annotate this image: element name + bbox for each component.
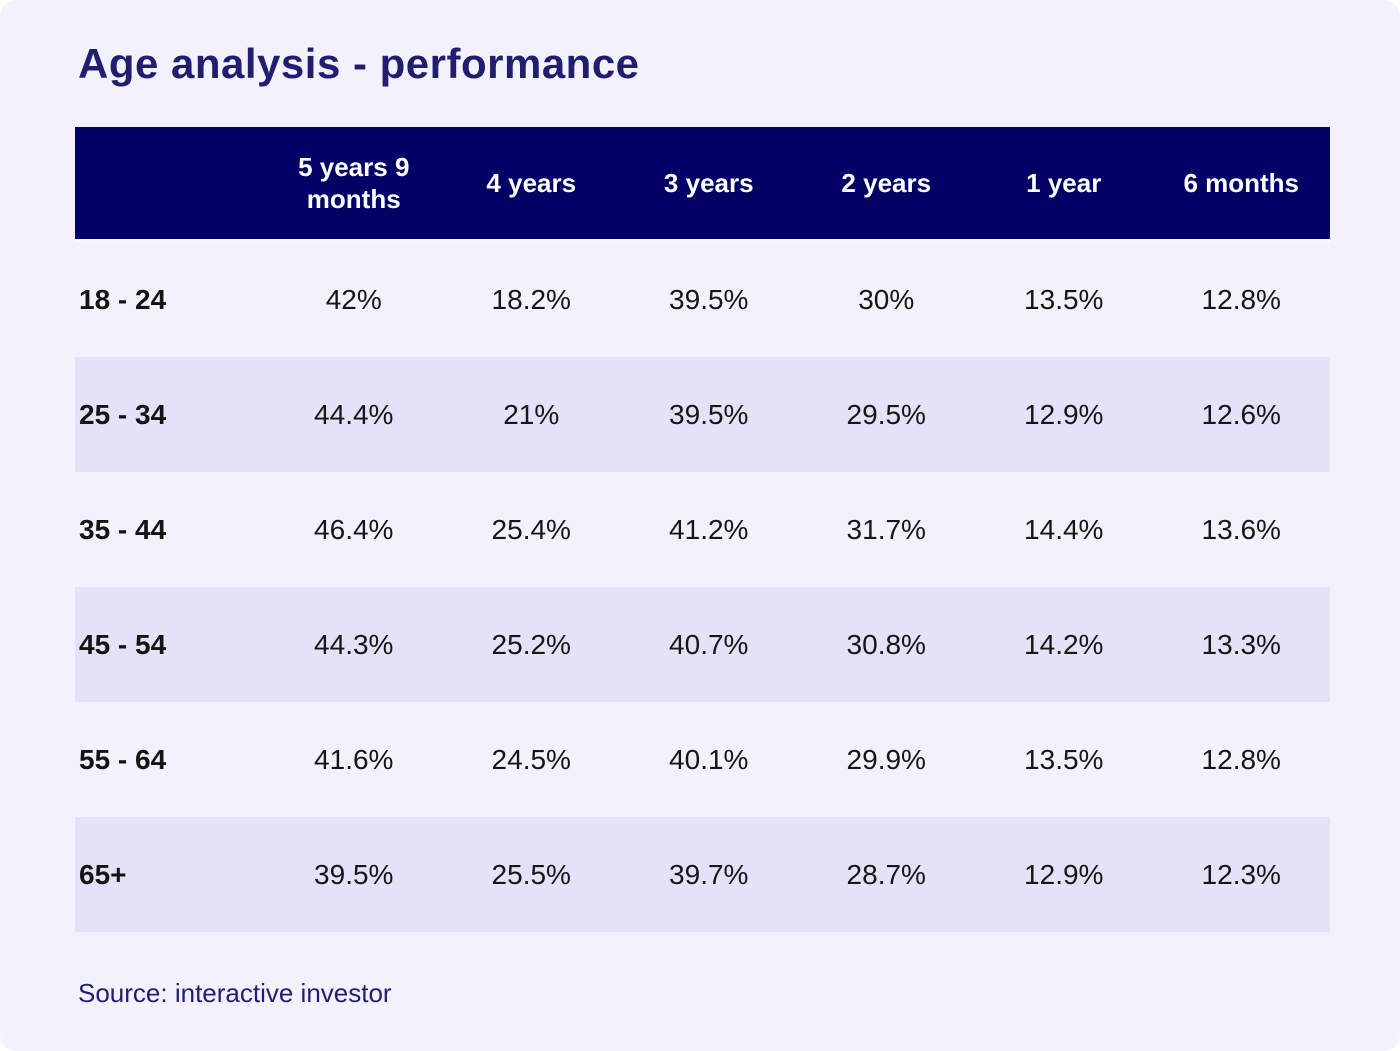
column-header: 2 years [841, 167, 932, 198]
source-note: Source: interactive investor [78, 978, 392, 1008]
value-cell: 13.5% [1024, 283, 1104, 315]
performance-table: 5 years 9 months 4 years 3 years 2 years 1 y… [75, 127, 1330, 932]
age-group-label: 65+ [79, 858, 127, 890]
table-row: 65+ 39.5% 25.5% 39.7% 28.7% 12.9% 12.3% [75, 817, 1330, 932]
value-cell: 30.8% [846, 628, 926, 660]
value-cell: 12.9% [1024, 858, 1104, 890]
value-cell: 14.4% [1024, 513, 1104, 545]
column-header: 3 years [663, 167, 754, 198]
value-cell: 28.7% [846, 858, 926, 890]
value-cell: 13.6% [1201, 513, 1281, 545]
value-cell: 14.2% [1024, 628, 1104, 660]
value-cell: 44.3% [314, 628, 394, 660]
corner-cell [75, 167, 265, 200]
value-cell: 18.2% [491, 283, 571, 315]
column-header: 4 years [486, 167, 577, 198]
value-cell: 29.5% [846, 398, 926, 430]
table-row: 55 - 64 41.6% 24.5% 40.1% 29.9% 13.5% 12.8% [75, 702, 1330, 817]
value-cell: 30% [858, 283, 915, 315]
value-cell: 41.6% [314, 743, 394, 775]
age-group-label: 45 - 54 [79, 628, 167, 660]
value-cell: 24.5% [491, 743, 571, 775]
value-cell: 12.8% [1201, 283, 1281, 315]
value-cell: 44.4% [314, 398, 394, 430]
value-cell: 21% [503, 398, 560, 430]
value-cell: 13.3% [1201, 628, 1281, 660]
value-cell: 25.4% [491, 513, 571, 545]
value-cell: 39.7% [669, 858, 749, 890]
table-row: 45 - 54 44.3% 25.2% 40.7% 30.8% 14.2% 13.3% [75, 587, 1330, 702]
value-cell: 39.5% [314, 858, 394, 890]
value-cell: 12.8% [1201, 743, 1281, 775]
value-cell: 39.5% [669, 398, 749, 430]
table-row: 25 - 34 44.4% 21% 39.5% 29.5% 12.9% 12.6% [75, 357, 1330, 472]
column-header: 6 months [1183, 167, 1300, 198]
value-cell: 12.9% [1024, 398, 1104, 430]
value-cell: 25.2% [491, 628, 571, 660]
value-cell: 41.2% [669, 513, 749, 545]
value-cell: 31.7% [846, 513, 926, 545]
column-header: 5 years 9 months [298, 151, 410, 215]
value-cell: 29.9% [846, 743, 926, 775]
age-group-label: 25 - 34 [79, 398, 167, 430]
value-cell: 40.7% [669, 628, 749, 660]
age-group-label: 55 - 64 [79, 743, 167, 775]
value-cell: 40.1% [669, 743, 749, 775]
age-group-label: 35 - 44 [79, 513, 167, 545]
value-cell: 46.4% [314, 513, 394, 545]
age-group-label: 18 - 24 [79, 283, 167, 315]
value-cell: 25.5% [491, 858, 571, 890]
page-title: Age analysis - performance [78, 40, 640, 87]
value-cell: 12.3% [1201, 858, 1281, 890]
value-cell: 42% [325, 283, 382, 315]
value-cell: 39.5% [669, 283, 749, 315]
value-cell: 13.5% [1024, 743, 1104, 775]
table-body: 18 - 24 42% 18.2% 39.5% 30% 13.5% 12.8% 25 - 34… [75, 242, 1330, 932]
column-header: 1 year [1026, 167, 1102, 198]
value-cell: 12.6% [1201, 398, 1281, 430]
table-row: 18 - 24 42% 18.2% 39.5% 30% 13.5% 12.8% [75, 242, 1330, 357]
table-row: 35 - 44 46.4% 25.4% 41.2% 31.7% 14.4% 13.6% [75, 472, 1330, 587]
table-header-row: 5 years 9 months 4 years 3 years 2 years 1 y… [75, 127, 1330, 242]
